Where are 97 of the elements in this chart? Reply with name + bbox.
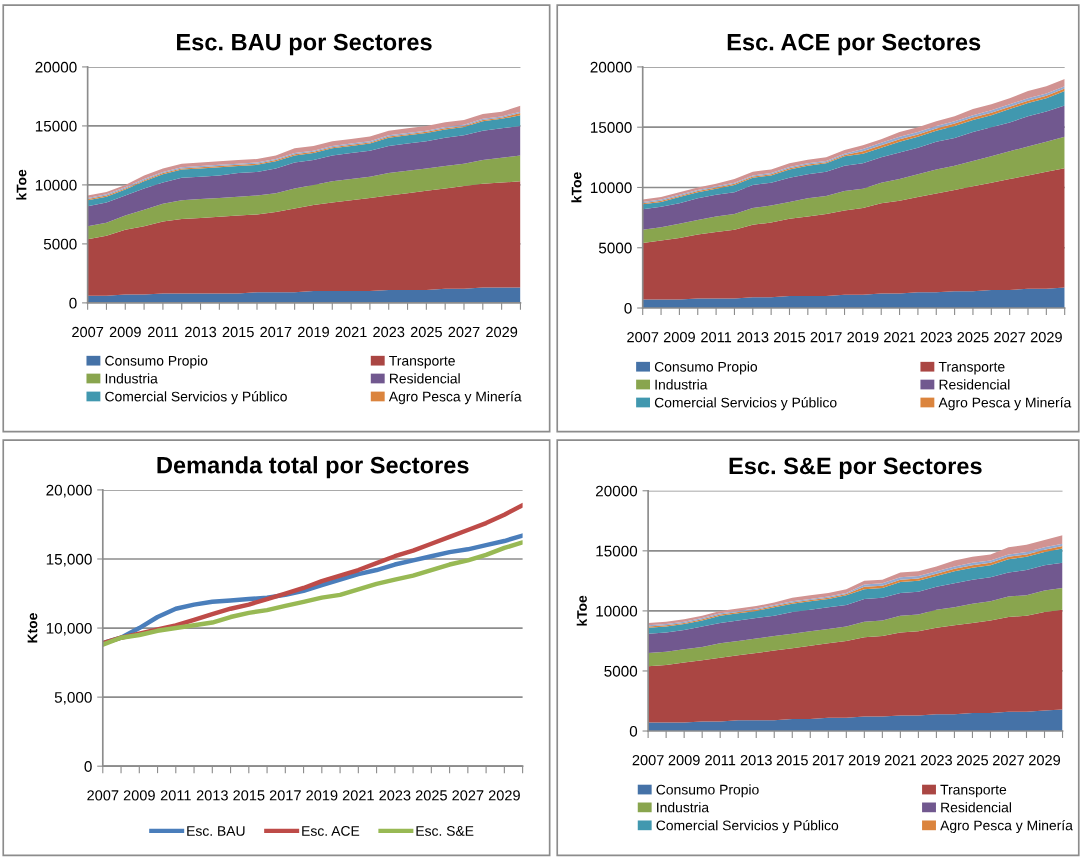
- y-tick-label: 20,000: [46, 484, 92, 498]
- x-tick-label: 2017: [812, 755, 844, 766]
- y-tick-label: 5000: [604, 665, 638, 677]
- chart-title: Esc. BAU por Sectores: [177, 33, 432, 56]
- x-tick-label: 2019: [297, 326, 329, 338]
- x-tick-label: 2029: [1030, 332, 1062, 343]
- x-tick-label: 2025: [415, 790, 447, 801]
- x-tick-label: 2027: [994, 332, 1026, 343]
- y-axis-title: Ktoe: [27, 613, 38, 643]
- y-tick-label: 0: [629, 725, 638, 737]
- legend-label: Esc. BAU: [187, 826, 245, 836]
- legend-label: Agro Pesca y Minería: [388, 391, 522, 405]
- y-tick-label: 10000: [35, 179, 77, 191]
- y-tick-label: 15000: [596, 545, 638, 557]
- y-tick-label: 20000: [35, 61, 77, 73]
- x-tick-label: 2015: [776, 755, 808, 766]
- x-tick-label: 2019: [848, 755, 880, 766]
- y-tick-label: 15000: [35, 120, 77, 132]
- x-tick-label: 2025: [410, 326, 442, 338]
- y-tick-label: 20000: [595, 485, 638, 497]
- x-tick-label: 2029: [488, 790, 520, 801]
- legend-label: Transporte: [940, 784, 1007, 798]
- y-tick-label: 15,000: [46, 553, 92, 567]
- x-tick-label: 2009: [663, 332, 695, 343]
- x-tick-label: 2011: [160, 790, 191, 801]
- legend-label: Comercial Servicios y Público: [105, 391, 287, 405]
- x-tick-label: 2011: [147, 326, 178, 338]
- legend-label: Agro Pesca y Minería: [938, 397, 1072, 411]
- y-axis-title: kToe: [571, 172, 582, 203]
- legend-label: Consumo Propio: [654, 361, 758, 375]
- x-tick-label: 2027: [448, 326, 480, 338]
- y-tick-label: 0: [624, 302, 632, 314]
- legend-label: Consumo Propio: [105, 355, 208, 369]
- x-tick-label: 2009: [109, 326, 141, 338]
- x-tick-label: 2009: [123, 790, 155, 801]
- x-tick-label: 2019: [847, 332, 879, 343]
- legend-label: Transporte: [389, 356, 455, 369]
- x-tick-label: 2009: [668, 755, 700, 766]
- y-tick-label: 5000: [598, 242, 632, 254]
- y-tick-label: 5,000: [54, 691, 92, 705]
- x-tick-label: 2017: [810, 332, 842, 343]
- legend-label: Residencial: [941, 802, 1011, 813]
- y-tick-label: 0: [84, 761, 92, 772]
- x-tick-label: 2023: [920, 332, 952, 343]
- chart-title: Esc. ACE por Sectores: [727, 33, 981, 56]
- x-tick-label: 2007: [72, 326, 104, 338]
- y-tick-label: 10000: [596, 605, 638, 617]
- legend-label: Industria: [655, 379, 708, 390]
- x-tick-label: 2025: [956, 755, 989, 766]
- x-tick-label: 2023: [920, 755, 952, 766]
- x-tick-label: 2029: [1029, 755, 1061, 766]
- x-tick-label: 2013: [740, 755, 772, 766]
- x-tick-label: 2029: [486, 326, 518, 338]
- legend-label: Consumo Propio: [656, 784, 759, 798]
- x-tick-label: 2011: [701, 332, 732, 343]
- x-tick-label: 2011: [705, 755, 736, 766]
- x-tick-label: 2013: [737, 332, 769, 343]
- x-tick-label: 2025: [957, 332, 989, 343]
- chart-title: Esc. S&E por Sectores: [729, 457, 982, 480]
- x-tick-label: 2013: [185, 326, 217, 338]
- y-tick-label: 10,000: [46, 622, 92, 636]
- x-tick-label: 2021: [884, 755, 916, 766]
- x-tick-label: 2007: [87, 790, 119, 801]
- x-tick-label: 2021: [335, 326, 367, 338]
- y-tick-label: 15000: [590, 122, 632, 133]
- legend-label: Industria: [105, 373, 158, 384]
- x-tick-label: 2017: [269, 790, 301, 801]
- x-tick-label: 2015: [233, 790, 265, 801]
- y-axis-title: kToe: [576, 595, 587, 626]
- y-tick-label: 0: [69, 297, 77, 309]
- x-tick-label: 2007: [627, 332, 659, 343]
- legend-label: Esc. ACE: [302, 826, 360, 836]
- x-tick-label: 2007: [632, 755, 664, 766]
- legend-label: Residencial: [939, 379, 1010, 390]
- legend-label: Industria: [657, 802, 710, 813]
- legend-label: Residencial: [389, 373, 460, 384]
- y-tick-label: 20000: [590, 61, 632, 73]
- legend-label: Comercial Servicios y Público: [654, 397, 837, 411]
- x-tick-label: 2023: [373, 326, 405, 338]
- x-tick-label: 2027: [992, 755, 1024, 766]
- x-tick-label: 2013: [196, 790, 228, 801]
- x-tick-label: 2019: [306, 790, 338, 801]
- legend-label: Comercial Servicios y Público: [656, 819, 839, 834]
- x-tick-label: 2021: [884, 332, 916, 343]
- x-tick-label: 2027: [452, 790, 484, 801]
- y-tick-label: 10000: [590, 182, 632, 194]
- x-tick-label: 2015: [222, 326, 254, 338]
- y-axis-title: kToe: [16, 169, 27, 200]
- x-tick-label: 2015: [774, 332, 806, 343]
- x-tick-label: 2017: [260, 326, 292, 338]
- legend-label: Esc. S&E: [416, 826, 474, 836]
- legend-label: Agro Pesca y Minería: [940, 819, 1073, 834]
- x-tick-label: 2021: [342, 790, 374, 801]
- x-tick-label: 2023: [379, 790, 411, 801]
- legend-label: Transporte: [938, 362, 1005, 375]
- y-tick-label: 5000: [43, 238, 77, 250]
- chart-title: Demanda total por Sectores: [157, 456, 469, 479]
